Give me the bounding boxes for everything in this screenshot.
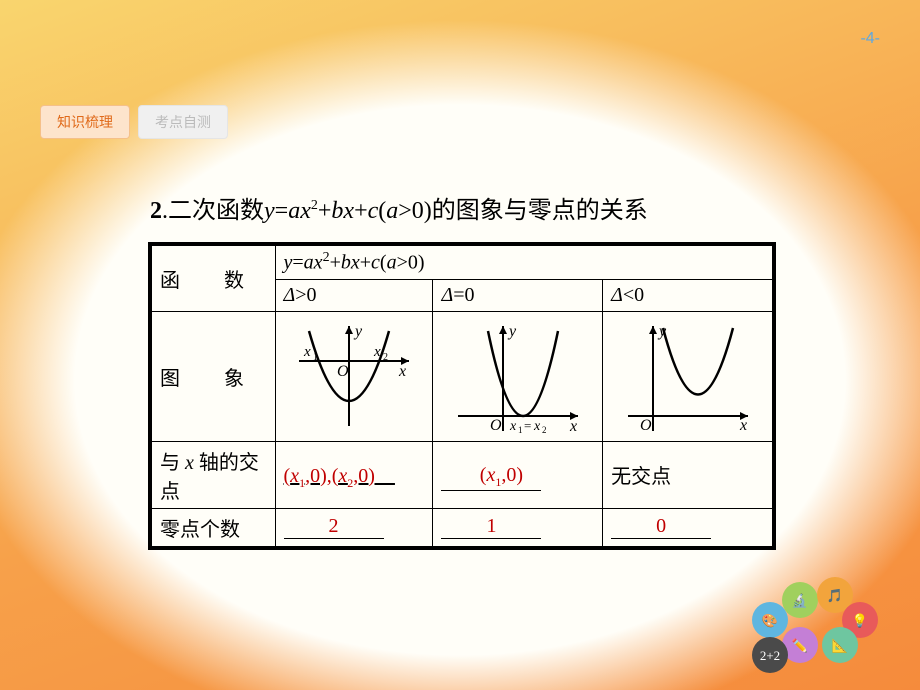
page-number: -4- — [860, 30, 880, 48]
svg-text:2+2: 2+2 — [760, 648, 780, 663]
svg-text:=: = — [524, 418, 531, 433]
svg-text:O: O — [640, 417, 652, 434]
h-p2: + — [354, 198, 368, 224]
cell-delta-lt: Δ<0 — [603, 279, 774, 311]
cell-intersect-eq: (x1,0) — [433, 441, 603, 508]
h-eq: = — [275, 198, 289, 224]
svg-text:x: x — [373, 344, 381, 360]
slide-background: -4- 知识梳理 考点自测 2.二次函数y=ax2+bx+c(a>0)的图象与零… — [0, 0, 920, 690]
cell-graph-eq: y x O x1 = x2 — [433, 311, 603, 441]
svg-text:1: 1 — [518, 425, 523, 435]
cell-count-label: 零点个数 — [150, 508, 275, 548]
cell-intersect-gt: (x1,0),(x2,0) — [275, 441, 433, 508]
heading-number: 2 — [150, 198, 162, 224]
svg-text:y: y — [353, 323, 363, 340]
svg-text:✏️: ✏️ — [792, 637, 808, 653]
h-a2: a — [386, 198, 398, 224]
h-y: y — [264, 198, 275, 224]
cell-graph-label: 图 象 — [150, 311, 275, 441]
parabola-no-root-icon: y x O — [618, 316, 758, 436]
quadratic-table: 函 数 y=ax2+bx+c(a>0) Δ>0 Δ=0 Δ<0 图 象 y — [148, 242, 776, 550]
heading-suffix: 的图象与零点的关系 — [432, 198, 648, 224]
svg-text:x: x — [398, 363, 406, 380]
svg-text:2: 2 — [542, 425, 547, 435]
h-c: c — [368, 198, 379, 224]
cell-graph-lt: y x O — [603, 311, 774, 441]
cell-delta-gt: Δ>0 — [275, 279, 433, 311]
parabola-one-root-icon: y x O x1 = x2 — [448, 316, 588, 436]
svg-text:x: x — [509, 419, 517, 434]
cell-count-lt: 0 — [603, 508, 774, 548]
cell-function-label: 函 数 — [150, 244, 275, 311]
cell-function-formula: y=ax2+bx+c(a>0) — [275, 244, 774, 279]
svg-text:x: x — [303, 344, 311, 360]
heading-prefix: .二次函数 — [162, 198, 264, 224]
tab-selftest[interactable]: 考点自测 — [138, 105, 228, 139]
svg-text:O: O — [337, 363, 349, 380]
icon-cluster: 🎨 🔬 🎵 💡 📐 ✏️ 2+2 — [740, 565, 890, 675]
svg-text:O: O — [490, 417, 502, 434]
table-row: 函 数 y=ax2+bx+c(a>0) — [150, 244, 774, 279]
table-row: 与 x 轴的交点 (x1,0),(x2,0) (x1,0) 无交点 — [150, 441, 774, 508]
svg-text:y: y — [507, 323, 517, 340]
decorative-icons: 🎨 🔬 🎵 💡 📐 ✏️ 2+2 — [740, 565, 890, 680]
section-heading: 2.二次函数y=ax2+bx+c(a>0)的图象与零点的关系 — [150, 190, 648, 225]
svg-text:🔬: 🔬 — [792, 592, 808, 608]
svg-text:2: 2 — [383, 352, 388, 363]
cell-delta-eq: Δ=0 — [433, 279, 603, 311]
cell-count-eq: 1 — [433, 508, 603, 548]
svg-text:🎨: 🎨 — [762, 612, 778, 628]
svg-text:x: x — [739, 417, 747, 434]
svg-text:1: 1 — [313, 352, 318, 363]
svg-text:📐: 📐 — [832, 638, 848, 653]
svg-text:x: x — [533, 419, 541, 434]
h-x: x — [300, 198, 311, 224]
h-a: a — [288, 198, 300, 224]
cell-intersect-lt: 无交点 — [603, 441, 774, 508]
svg-text:x: x — [569, 418, 577, 435]
cell-count-gt: 2 — [275, 508, 433, 548]
svg-text:🎵: 🎵 — [827, 588, 843, 603]
h-sq: 2 — [311, 198, 318, 213]
table-row: 图 象 y x O x1 x2 — [150, 311, 774, 441]
table: 函 数 y=ax2+bx+c(a>0) Δ>0 Δ=0 Δ<0 图 象 y — [148, 242, 776, 550]
tabs: 知识梳理 考点自测 — [40, 105, 228, 139]
cell-graph-gt: y x O x1 x2 — [275, 311, 433, 441]
h-x2: x — [343, 198, 354, 224]
cell-intersect-label: 与 x 轴的交点 — [150, 441, 275, 508]
table-row: 零点个数 2 1 0 — [150, 508, 774, 548]
tab-knowledge[interactable]: 知识梳理 — [40, 105, 130, 139]
h-p1: + — [318, 198, 332, 224]
h-b: b — [331, 198, 343, 224]
parabola-two-roots-icon: y x O x1 x2 — [289, 316, 419, 436]
svg-text:💡: 💡 — [852, 613, 868, 628]
